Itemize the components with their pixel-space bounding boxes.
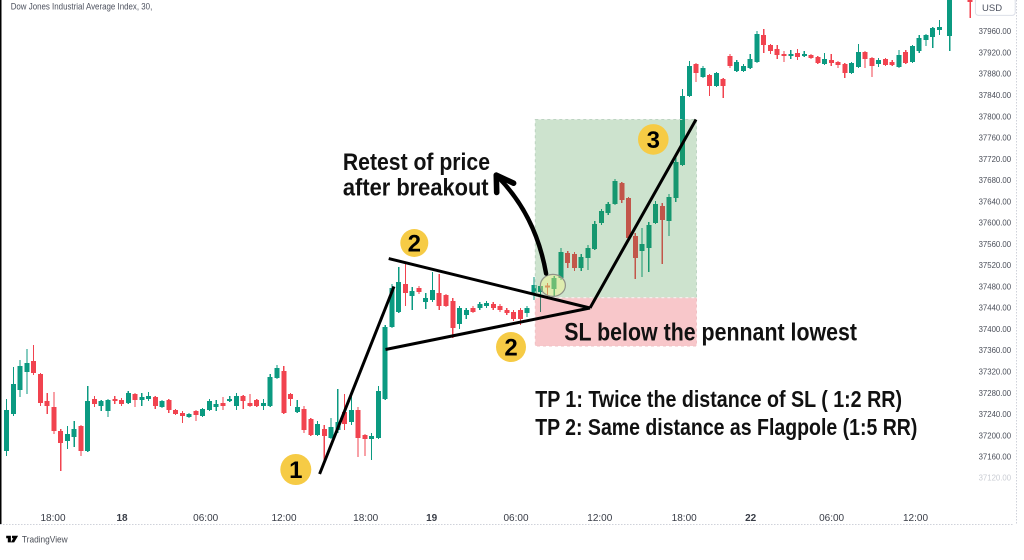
svg-text:37360.00: 37360.00 [979,345,1012,355]
svg-text:37600.00: 37600.00 [979,218,1012,228]
svg-text:06:00: 06:00 [193,513,218,524]
svg-text:37680.00: 37680.00 [979,175,1012,185]
svg-text:37320.00: 37320.00 [979,367,1012,377]
svg-text:SL below the pennant lowest: SL below the pennant lowest [564,319,857,347]
svg-text:after breakout: after breakout [343,175,489,202]
svg-text:19: 19 [426,513,438,524]
svg-text:Retest of price: Retest of price [343,149,490,176]
svg-text:TP 1: Twice the distance of SL: TP 1: Twice the distance of SL ( 1:2 RR) [535,386,902,412]
svg-text:TradingView: TradingView [22,535,68,546]
svg-text:3: 3 [647,127,660,154]
svg-text:37760.00: 37760.00 [979,133,1012,143]
svg-text:12:00: 12:00 [903,513,928,524]
svg-text:37840.00: 37840.00 [979,90,1012,100]
svg-text:18:00: 18:00 [353,513,378,524]
svg-text:37920.00: 37920.00 [979,48,1012,58]
svg-text:1: 1 [289,457,302,484]
svg-text:18:00: 18:00 [672,513,697,524]
svg-text:37240.00: 37240.00 [979,409,1012,419]
svg-text:12:00: 12:00 [587,513,612,524]
svg-text:37640.00: 37640.00 [979,196,1012,206]
svg-text:37280.00: 37280.00 [979,388,1012,398]
svg-text:Dow Jones Industrial Average I: Dow Jones Industrial Average Index, 30, [11,2,153,13]
svg-text:18: 18 [116,513,128,524]
svg-text:37440.00: 37440.00 [979,303,1012,313]
svg-text:37520.00: 37520.00 [979,260,1012,270]
svg-text:37480.00: 37480.00 [979,281,1012,291]
svg-text:37400.00: 37400.00 [979,324,1012,334]
svg-text:06:00: 06:00 [819,513,844,524]
svg-text:37880.00: 37880.00 [979,69,1012,79]
svg-text:37560.00: 37560.00 [979,239,1012,249]
svg-text:37800.00: 37800.00 [979,111,1012,121]
svg-text:37120.00: 37120.00 [979,473,1012,483]
svg-text:USD: USD [982,3,1002,14]
svg-text:37960.00: 37960.00 [979,26,1012,36]
svg-text:37720.00: 37720.00 [979,154,1012,164]
svg-text:2: 2 [504,335,517,362]
svg-text:22: 22 [745,513,757,524]
svg-text:06:00: 06:00 [503,513,528,524]
svg-text:12:00: 12:00 [271,513,296,524]
svg-text:37200.00: 37200.00 [979,430,1012,440]
svg-text:18:00: 18:00 [40,513,65,524]
svg-text:2: 2 [408,231,421,258]
svg-text:TP 2: Same distance as Flagpol: TP 2: Same distance as Flagpole (1:5 RR) [535,414,917,440]
svg-text:37160.00: 37160.00 [979,452,1012,462]
